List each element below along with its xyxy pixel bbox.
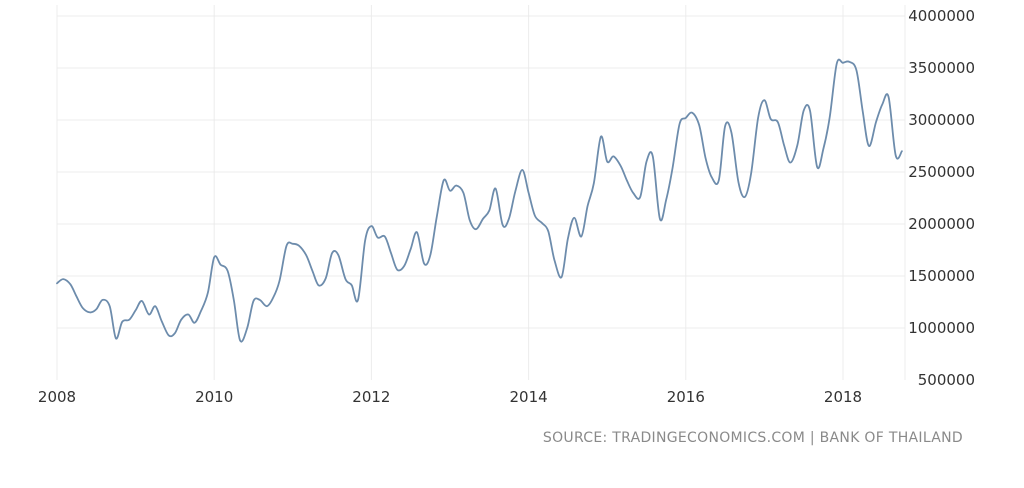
y-tick-label: 1500000 [908,267,975,285]
y-tick-label: 3500000 [908,59,975,77]
source-caption: SOURCE: TRADINGECONOMICS.COM | BANK OF T… [542,430,963,446]
series-line [56,58,903,343]
y-axis: 500000 1000000 1500000 2000000 2500000 300000… [908,7,975,389]
x-axis: 2008 2010 2012 2014 2016 2018 [38,388,862,406]
y-tick-label: 1000000 [908,319,975,337]
y-tick-label: 4000000 [908,7,975,25]
y-tick-label: 2500000 [908,163,975,181]
x-tick-label: 2008 [38,388,76,406]
x-tick-label: 2018 [824,388,862,406]
y-tick-label: 500000 [918,371,975,389]
y-tick-label: 3000000 [908,111,975,129]
grid [56,5,906,380]
x-tick-label: 2010 [195,388,233,406]
y-tick-label: 2000000 [908,215,975,233]
x-tick-label: 2014 [510,388,548,406]
x-tick-label: 2012 [352,388,390,406]
x-tick-label: 2016 [667,388,705,406]
plot-area [56,58,903,343]
